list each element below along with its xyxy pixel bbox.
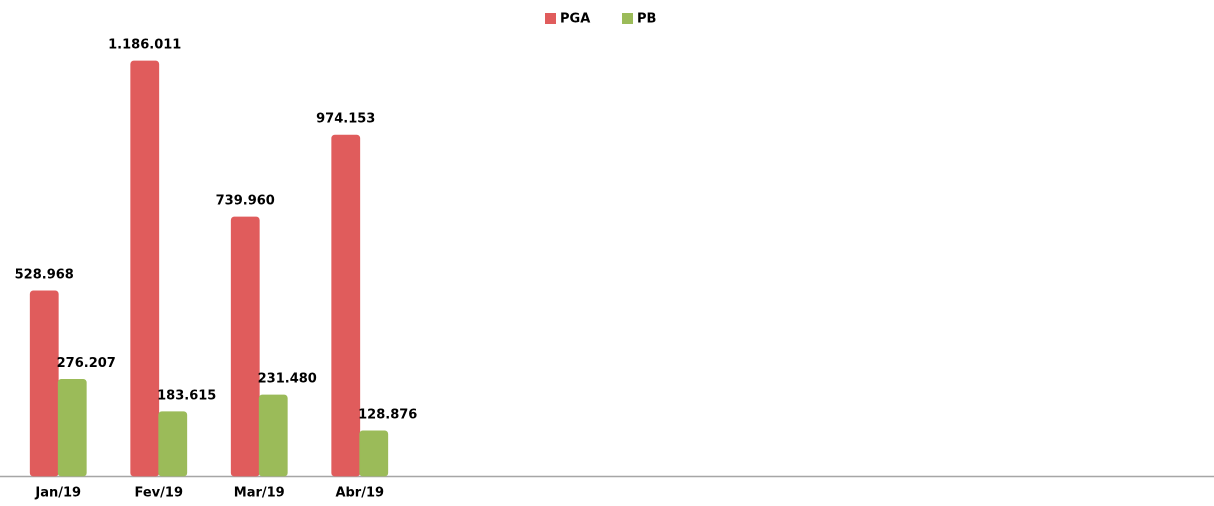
x-tick-label: Mar/19 — [234, 486, 285, 501]
data-label: 1.186.011 — [108, 38, 181, 53]
x-tick-label: Fev/19 — [135, 486, 183, 501]
legend-swatch — [545, 13, 556, 24]
data-label: 276.207 — [57, 356, 116, 371]
bar — [331, 134, 361, 477]
bar — [29, 290, 59, 477]
data-label: 128.876 — [358, 407, 417, 422]
bar — [130, 60, 160, 477]
x-tick-label: Abr/19 — [335, 486, 384, 501]
data-label: 528.968 — [15, 267, 74, 282]
legend-swatch — [622, 13, 633, 24]
bar — [57, 378, 87, 477]
data-label: 974.153 — [316, 112, 375, 127]
legend-label: PGA — [560, 12, 590, 27]
bar — [158, 411, 188, 477]
data-label: 183.615 — [157, 388, 216, 403]
bar — [230, 216, 260, 477]
x-tick-label: Jan/19 — [34, 486, 81, 501]
data-label: 231.480 — [258, 372, 317, 387]
data-label: 739.960 — [216, 194, 275, 209]
bar — [359, 430, 389, 477]
legend-label: PB — [637, 12, 656, 27]
bar — [258, 394, 288, 477]
